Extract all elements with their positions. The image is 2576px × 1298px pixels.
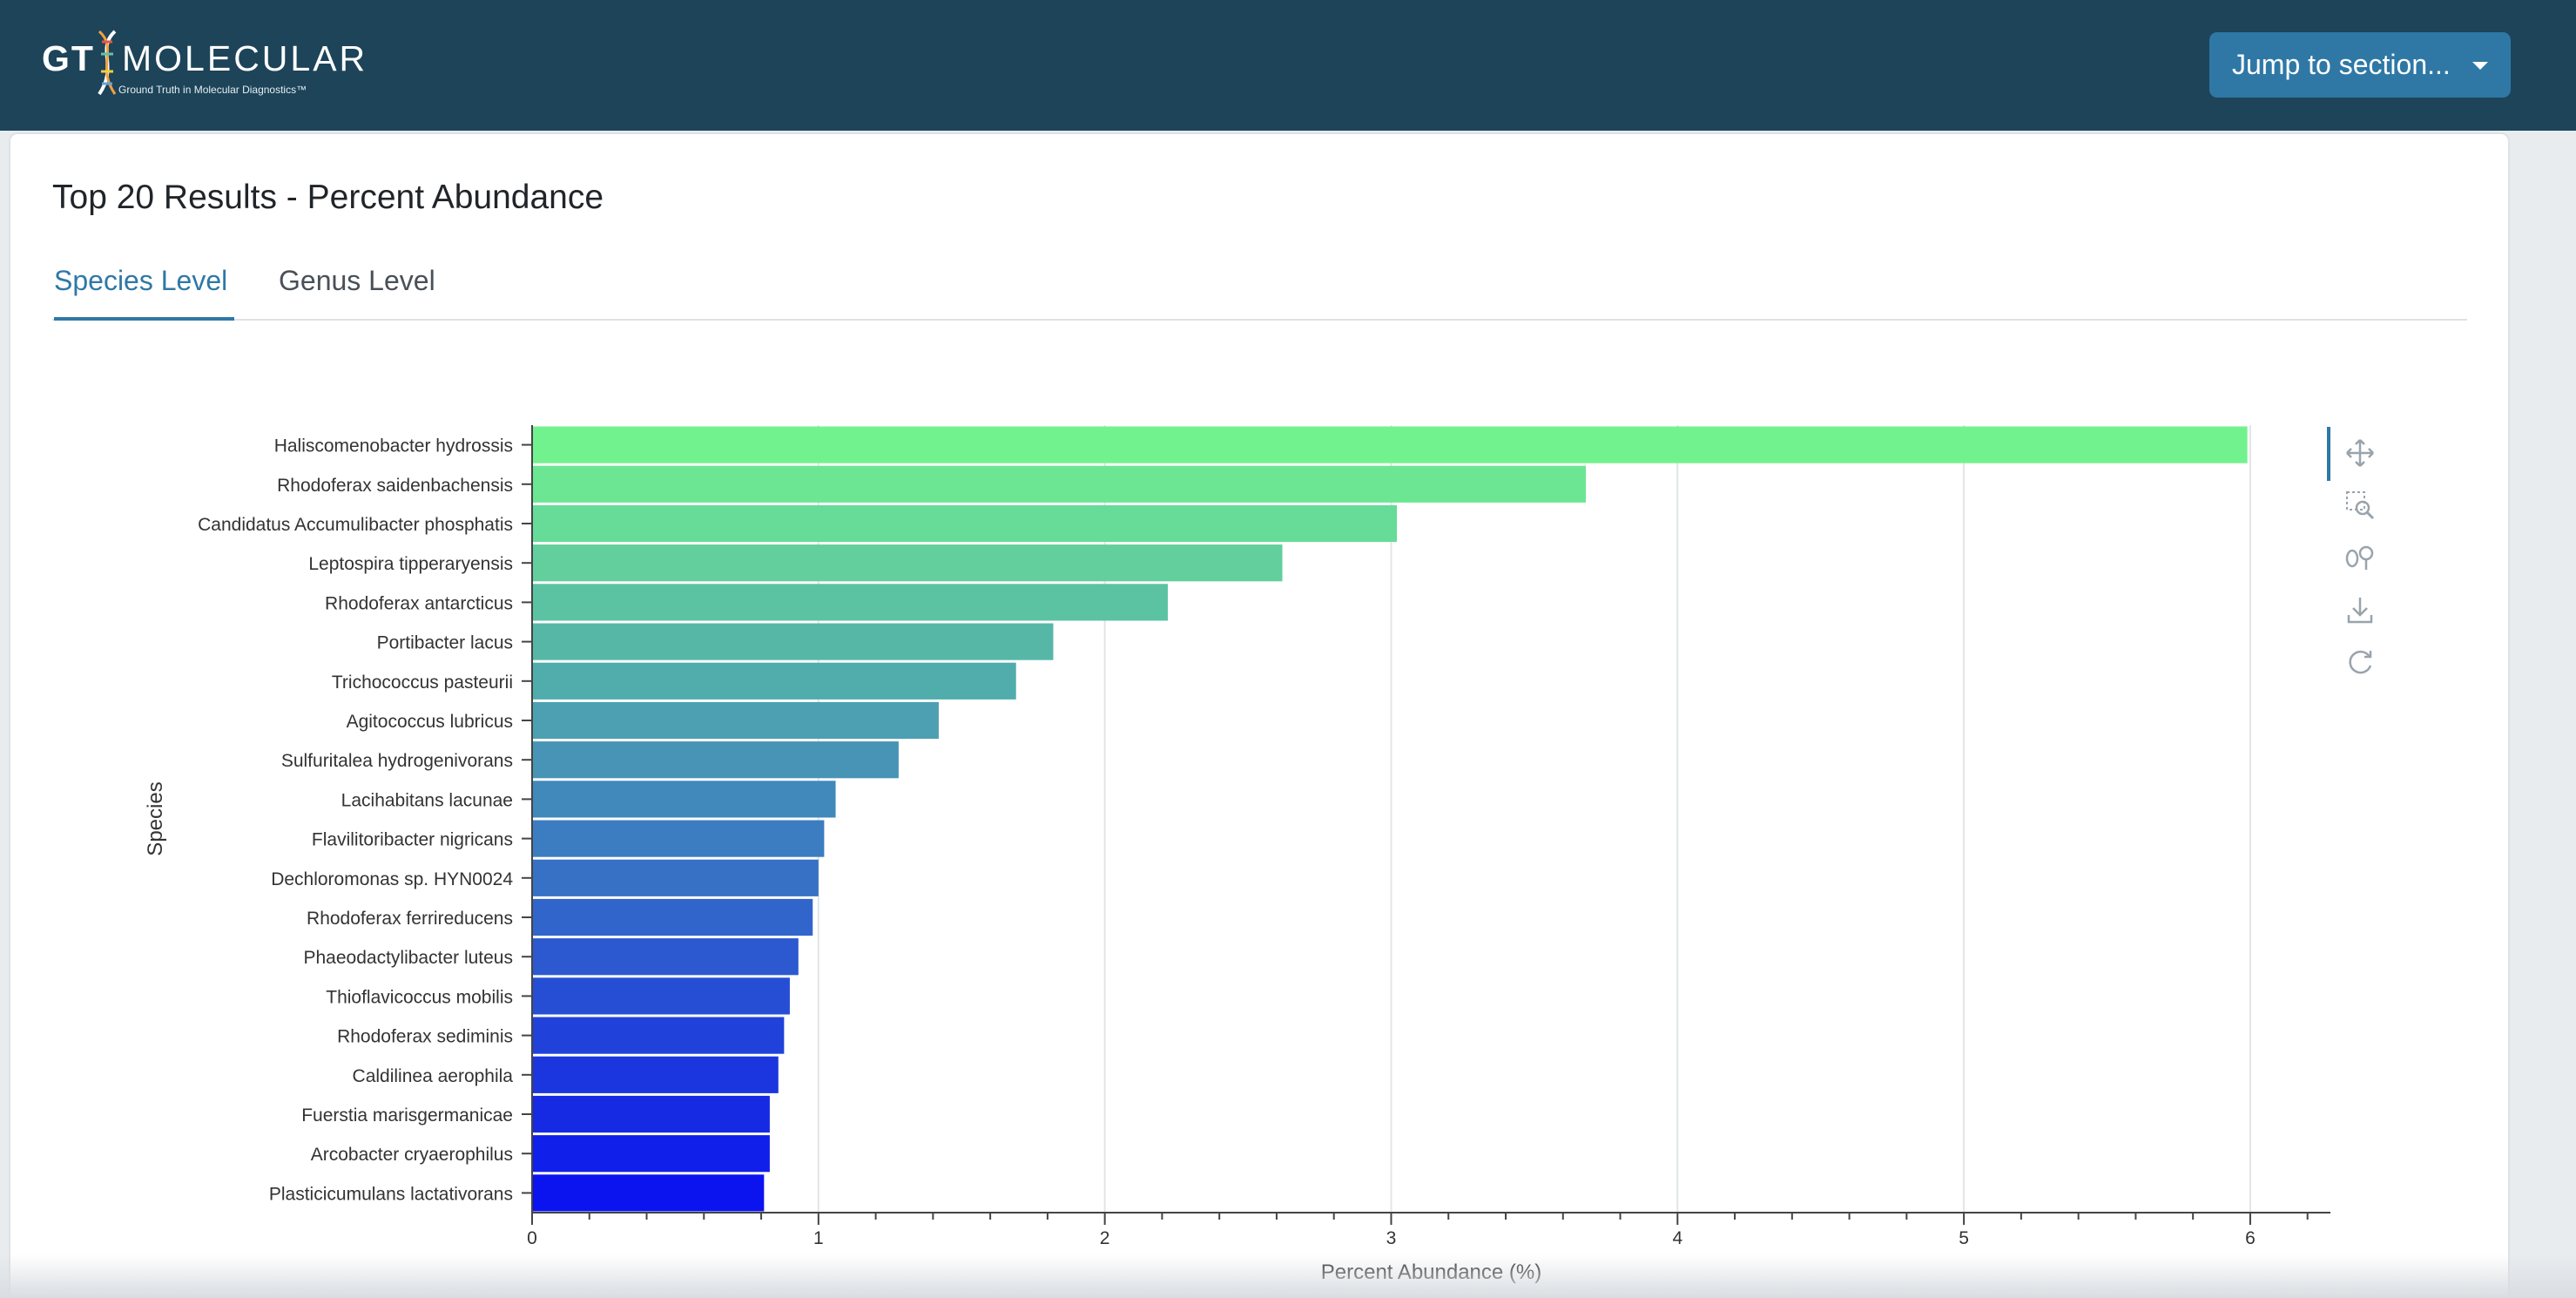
bar[interactable]	[532, 584, 1168, 621]
y-tick-label: Haliscomenobacter hydrossis	[274, 436, 513, 456]
bar[interactable]	[532, 859, 819, 896]
bar[interactable]	[532, 623, 1054, 660]
tab-genus-level[interactable]: Genus Level	[279, 265, 435, 296]
y-tick-label: Rhodoferax ferrireducens	[307, 909, 513, 929]
bar[interactable]	[532, 977, 790, 1015]
logo-tagline: Ground Truth in Molecular Diagnostics™	[118, 84, 307, 96]
y-tick-label: Caldilinea aerophila	[353, 1066, 514, 1086]
logo-molecular-text: MOLECULAR	[122, 38, 368, 78]
zoom-icon[interactable]	[2344, 490, 2376, 521]
bar[interactable]	[532, 426, 2248, 463]
bar[interactable]	[532, 544, 1283, 582]
x-tick-label: 6	[2245, 1228, 2256, 1248]
x-tick-label: 5	[1959, 1228, 1969, 1248]
bar[interactable]	[532, 1056, 779, 1093]
reset-view-icon[interactable]	[2344, 646, 2376, 678]
y-tick-label: Plasticicumulans lactativorans	[269, 1184, 513, 1204]
bar[interactable]	[532, 662, 1016, 700]
bar[interactable]	[532, 1095, 770, 1133]
reset-scale-icon[interactable]	[2344, 542, 2376, 573]
bar[interactable]	[532, 1017, 785, 1054]
dna-helix-icon	[98, 30, 117, 96]
jump-to-section-label: Jump to section...	[2232, 49, 2451, 80]
y-tick-label: Rhodoferax sediminis	[337, 1027, 513, 1047]
logo-gt-text: GT	[42, 38, 95, 78]
bar[interactable]	[532, 820, 825, 857]
y-tick-label: Thioflavicoccus mobilis	[326, 987, 513, 1007]
bottom-shadow	[0, 1254, 2576, 1298]
bar[interactable]	[532, 701, 939, 740]
y-tick-label: Phaeodactylibacter luteus	[304, 948, 514, 968]
modebar-active-indicator	[2327, 427, 2330, 481]
y-tick-label: Rhodoferax antarcticus	[325, 593, 513, 613]
tab-species-level[interactable]: Species Level	[54, 265, 234, 321]
y-tick-label: Trichococcus pasteurii	[332, 673, 513, 693]
caret-down-icon	[2472, 62, 2488, 70]
top-navbar: GT MOLECULAR Ground Truth in Molecular D…	[0, 0, 2576, 131]
bar[interactable]	[532, 465, 1587, 503]
bar[interactable]	[532, 938, 799, 976]
page-title: Top 20 Results - Percent Abundance	[52, 179, 604, 216]
y-tick-label: Agitococcus lubricus	[347, 712, 513, 732]
y-tick-label: Flavilitoribacter nigricans	[312, 830, 513, 850]
y-tick-label: Lacihabitans lacunae	[341, 790, 513, 810]
bar[interactable]	[532, 1174, 765, 1212]
chart-modebar	[2327, 423, 2383, 685]
results-card	[9, 132, 2510, 1298]
y-tick-label: Portibacter lacus	[377, 633, 513, 653]
x-tick-label: 1	[813, 1228, 824, 1248]
bar[interactable]	[532, 781, 836, 818]
x-tick-label: 0	[527, 1228, 537, 1248]
y-tick-label: Leptospira tipperaryensis	[308, 554, 513, 574]
gt-molecular-logo[interactable]: GT MOLECULAR Ground Truth in Molecular D…	[42, 26, 373, 105]
bar[interactable]	[532, 741, 899, 779]
bar[interactable]	[532, 504, 1398, 543]
download-icon[interactable]	[2344, 594, 2376, 625]
pan-icon[interactable]	[2344, 437, 2376, 469]
y-tick-label: Arcobacter cryaerophilus	[311, 1145, 513, 1165]
y-axis-title: Species	[144, 781, 167, 855]
bar[interactable]	[532, 1135, 770, 1173]
jump-to-section-dropdown[interactable]: Jump to section...	[2209, 32, 2511, 98]
y-tick-label: Fuerstia marisgermanicae	[301, 1105, 513, 1126]
y-tick-label: Candidatus Accumulibacter phosphatis	[198, 515, 513, 535]
bar[interactable]	[532, 898, 813, 936]
y-tick-label: Sulfuritalea hydrogenivorans	[281, 751, 513, 771]
x-tick-label: 2	[1100, 1228, 1110, 1248]
level-tabs: Species Level Genus Level	[52, 261, 2467, 321]
y-tick-label: Rhodoferax saidenbachensis	[277, 476, 513, 496]
x-tick-label: 3	[1386, 1228, 1397, 1248]
x-tick-label: 4	[1672, 1228, 1682, 1248]
y-tick-label: Dechloromonas sp. HYN0024	[271, 869, 513, 889]
